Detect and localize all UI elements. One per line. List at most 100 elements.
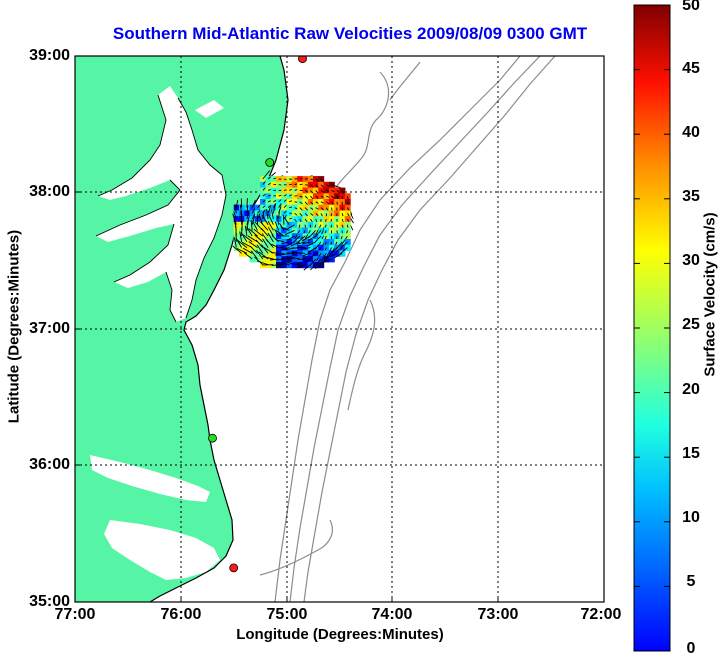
velocity-vector xyxy=(303,258,311,264)
velocity-cell xyxy=(291,239,298,246)
velocity-cell xyxy=(302,250,309,257)
velocity-vector xyxy=(256,249,264,260)
velocity-cell xyxy=(297,261,304,269)
velocity-vector xyxy=(323,258,332,263)
velocity-vector xyxy=(235,199,239,208)
velocity-vector xyxy=(310,264,317,271)
velocity-cell xyxy=(276,261,282,269)
velocity-vector xyxy=(244,225,248,237)
velocity-vector xyxy=(302,241,311,245)
velocity-cell xyxy=(286,244,293,251)
velocity-vector xyxy=(330,247,338,255)
pamlico-sound xyxy=(104,520,220,580)
velocity-vector xyxy=(268,214,274,225)
velocity-vector xyxy=(307,235,316,241)
velocity-vector xyxy=(325,252,332,259)
velocity-cell xyxy=(276,239,282,246)
velocity-vector xyxy=(233,237,237,248)
station-middle-green xyxy=(265,158,275,167)
velocity-cell xyxy=(244,216,251,223)
velocity-vector xyxy=(267,220,274,231)
velocity-vector xyxy=(267,205,272,214)
velocity-cell xyxy=(249,216,256,223)
velocity-vector xyxy=(283,216,290,225)
velocity-cell xyxy=(276,204,282,211)
velocity-cell xyxy=(286,239,293,246)
velocity-cell xyxy=(286,221,293,229)
velocity-cell xyxy=(291,233,298,240)
x-axis-label: Longitude (Degrees:Minutes) xyxy=(236,626,444,643)
velocity-cell xyxy=(254,244,261,251)
velocity-cell xyxy=(286,256,293,263)
velocity-vector xyxy=(267,172,276,180)
stations xyxy=(208,56,307,573)
velocity-vector xyxy=(239,231,243,242)
bay-inlet-upper xyxy=(195,100,224,118)
velocity-cell xyxy=(244,221,251,229)
x-tick-75: 75:00 xyxy=(266,606,308,623)
velocity-cell xyxy=(265,250,272,257)
velocity-cell xyxy=(302,227,309,234)
velocity-vector xyxy=(278,210,280,220)
velocity-cell xyxy=(254,250,261,257)
velocity-vector xyxy=(275,239,285,243)
velocity-vector xyxy=(297,258,306,261)
velocity-cell xyxy=(339,239,346,246)
velocity-vector xyxy=(256,244,264,254)
velocity-cell xyxy=(286,193,293,200)
velocity-cell xyxy=(302,239,309,246)
velocity-vector xyxy=(251,220,258,231)
velocity-cell xyxy=(239,210,245,217)
velocity-cell xyxy=(270,210,277,217)
velocity-vector xyxy=(247,235,258,243)
station-north-red xyxy=(298,56,307,64)
velocity-vector xyxy=(293,235,301,243)
velocity-cell xyxy=(249,239,256,246)
velocity-vector xyxy=(308,230,317,239)
velocity-cell xyxy=(270,227,277,234)
velocity-cell xyxy=(281,221,288,229)
velocity-vector xyxy=(262,170,271,180)
velocity-cell xyxy=(265,233,272,240)
velocity-cell xyxy=(233,239,240,246)
velocity-cell xyxy=(270,204,277,211)
velocity-vector xyxy=(271,243,279,249)
velocity-vector xyxy=(246,220,249,231)
velocity-cell xyxy=(276,250,282,257)
velocity-vector xyxy=(261,244,269,254)
colorbar-tick-25: 25 xyxy=(682,316,700,333)
velocity-cell xyxy=(297,227,304,234)
velocity-cell xyxy=(265,244,272,251)
velocity-vector xyxy=(335,241,343,250)
velocity-vector xyxy=(296,241,306,245)
velocity-vector xyxy=(303,264,311,271)
velocity-cell xyxy=(307,227,314,234)
velocity-cell xyxy=(244,233,251,240)
velocity-cell xyxy=(334,250,341,257)
velocity-cell xyxy=(244,244,251,251)
velocity-vector xyxy=(260,221,269,231)
velocity-vector xyxy=(339,247,348,255)
velocity-cell xyxy=(260,256,266,263)
velocity-cell xyxy=(281,233,288,240)
velocity-cell xyxy=(260,244,266,251)
y-tick-38: 38:00 xyxy=(29,183,70,200)
velocity-vector xyxy=(270,252,279,254)
velocity-vector xyxy=(274,221,280,231)
velocity-vector xyxy=(286,235,295,241)
velocity-vector xyxy=(232,213,237,225)
velocity-vector xyxy=(286,256,295,260)
velocity-vector xyxy=(260,227,269,237)
velocity-cell xyxy=(286,227,293,234)
velocity-cell xyxy=(249,250,256,257)
velocity-cell xyxy=(281,261,288,269)
colorbar-tick-35: 35 xyxy=(682,188,700,205)
velocity-cell xyxy=(270,239,277,246)
y-tick-37: 37:00 xyxy=(29,320,70,337)
velocity-cell xyxy=(260,216,266,223)
map-layers xyxy=(75,56,604,602)
velocity-vector xyxy=(333,252,343,259)
velocity-cell xyxy=(344,239,351,246)
x-tick-74: 74:00 xyxy=(371,606,413,623)
